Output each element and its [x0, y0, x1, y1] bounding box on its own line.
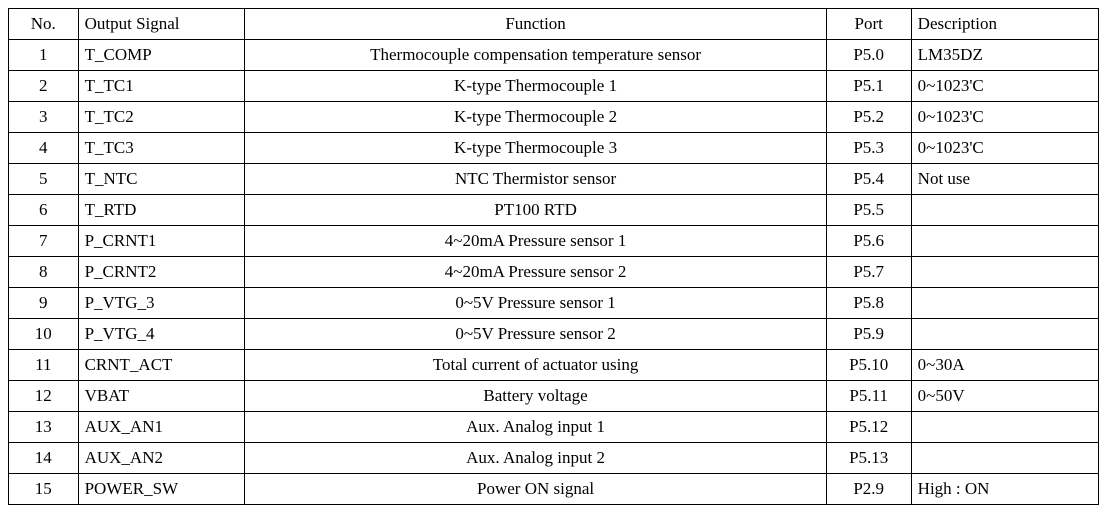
cell-signal: P_VTG_4 — [78, 319, 245, 350]
cell-port: P5.1 — [826, 71, 911, 102]
cell-no: 9 — [9, 288, 79, 319]
cell-signal: T_TC1 — [78, 71, 245, 102]
col-header-output-signal: Output Signal — [78, 9, 245, 40]
header-row: No. Output Signal Function Port Descript… — [9, 9, 1099, 40]
cell-port: P5.9 — [826, 319, 911, 350]
cell-signal: T_COMP — [78, 40, 245, 71]
cell-port: P5.5 — [826, 195, 911, 226]
col-header-no: No. — [9, 9, 79, 40]
table-row: 5T_NTCNTC Thermistor sensorP5.4Not use — [9, 164, 1099, 195]
cell-desc — [911, 319, 1098, 350]
cell-signal: T_TC3 — [78, 133, 245, 164]
cell-signal: P_CRNT1 — [78, 226, 245, 257]
cell-no: 8 — [9, 257, 79, 288]
cell-port: P5.10 — [826, 350, 911, 381]
cell-signal: CRNT_ACT — [78, 350, 245, 381]
cell-desc — [911, 412, 1098, 443]
cell-func: Total current of actuator using — [245, 350, 826, 381]
col-header-description: Description — [911, 9, 1098, 40]
table-row: 6T_RTDPT100 RTDP5.5 — [9, 195, 1099, 226]
cell-func: K-type Thermocouple 2 — [245, 102, 826, 133]
cell-port: P5.11 — [826, 381, 911, 412]
cell-port: P5.6 — [826, 226, 911, 257]
cell-func: 0~5V Pressure sensor 1 — [245, 288, 826, 319]
cell-desc — [911, 288, 1098, 319]
cell-func: K-type Thermocouple 3 — [245, 133, 826, 164]
cell-func: Power ON signal — [245, 474, 826, 505]
cell-func: 4~20mA Pressure sensor 1 — [245, 226, 826, 257]
table-row: 4T_TC3K-type Thermocouple 3P5.30~1023'C — [9, 133, 1099, 164]
cell-desc — [911, 226, 1098, 257]
cell-port: P5.3 — [826, 133, 911, 164]
cell-func: K-type Thermocouple 1 — [245, 71, 826, 102]
cell-func: Thermocouple compensation temperature se… — [245, 40, 826, 71]
cell-desc — [911, 443, 1098, 474]
table-row: 10P_VTG_40~5V Pressure sensor 2P5.9 — [9, 319, 1099, 350]
table-row: 13AUX_AN1Aux. Analog input 1P5.12 — [9, 412, 1099, 443]
cell-no: 10 — [9, 319, 79, 350]
cell-no: 1 — [9, 40, 79, 71]
cell-no: 6 — [9, 195, 79, 226]
table-row: 15POWER_SWPower ON signalP2.9High : ON — [9, 474, 1099, 505]
col-header-port: Port — [826, 9, 911, 40]
table-row: 8P_CRNT24~20mA Pressure sensor 2P5.7 — [9, 257, 1099, 288]
cell-signal: T_RTD — [78, 195, 245, 226]
table-body: 1T_COMPThermocouple compensation tempera… — [9, 40, 1099, 505]
cell-no: 5 — [9, 164, 79, 195]
table-row: 1T_COMPThermocouple compensation tempera… — [9, 40, 1099, 71]
table-row: 3T_TC2K-type Thermocouple 2P5.20~1023'C — [9, 102, 1099, 133]
table-row: 12VBATBattery voltageP5.110~50V — [9, 381, 1099, 412]
cell-func: NTC Thermistor sensor — [245, 164, 826, 195]
cell-func: 0~5V Pressure sensor 2 — [245, 319, 826, 350]
cell-desc — [911, 257, 1098, 288]
cell-desc: 0~1023'C — [911, 71, 1098, 102]
cell-func: Aux. Analog input 2 — [245, 443, 826, 474]
table-row: 7P_CRNT14~20mA Pressure sensor 1P5.6 — [9, 226, 1099, 257]
cell-port: P5.7 — [826, 257, 911, 288]
signal-table: No. Output Signal Function Port Descript… — [8, 8, 1099, 505]
cell-signal: AUX_AN2 — [78, 443, 245, 474]
cell-signal: P_CRNT2 — [78, 257, 245, 288]
cell-func: PT100 RTD — [245, 195, 826, 226]
cell-port: P2.9 — [826, 474, 911, 505]
cell-no: 11 — [9, 350, 79, 381]
cell-no: 4 — [9, 133, 79, 164]
cell-signal: T_NTC — [78, 164, 245, 195]
cell-signal: VBAT — [78, 381, 245, 412]
cell-no: 7 — [9, 226, 79, 257]
cell-signal: T_TC2 — [78, 102, 245, 133]
cell-port: P5.12 — [826, 412, 911, 443]
col-header-function: Function — [245, 9, 826, 40]
cell-desc: Not use — [911, 164, 1098, 195]
table-row: 14AUX_AN2Aux. Analog input 2P5.13 — [9, 443, 1099, 474]
table-row: 11CRNT_ACTTotal current of actuator usin… — [9, 350, 1099, 381]
cell-no: 12 — [9, 381, 79, 412]
cell-desc — [911, 195, 1098, 226]
cell-port: P5.4 — [826, 164, 911, 195]
cell-desc: 0~1023'C — [911, 133, 1098, 164]
cell-no: 3 — [9, 102, 79, 133]
cell-func: 4~20mA Pressure sensor 2 — [245, 257, 826, 288]
cell-func: Aux. Analog input 1 — [245, 412, 826, 443]
cell-port: P5.13 — [826, 443, 911, 474]
cell-no: 14 — [9, 443, 79, 474]
cell-no: 2 — [9, 71, 79, 102]
cell-desc: 0~50V — [911, 381, 1098, 412]
table-row: 9P_VTG_30~5V Pressure sensor 1P5.8 — [9, 288, 1099, 319]
cell-port: P5.2 — [826, 102, 911, 133]
cell-signal: POWER_SW — [78, 474, 245, 505]
cell-desc: 0~1023'C — [911, 102, 1098, 133]
cell-port: P5.0 — [826, 40, 911, 71]
cell-signal: AUX_AN1 — [78, 412, 245, 443]
cell-desc: 0~30A — [911, 350, 1098, 381]
cell-no: 13 — [9, 412, 79, 443]
cell-func: Battery voltage — [245, 381, 826, 412]
table-header: No. Output Signal Function Port Descript… — [9, 9, 1099, 40]
cell-signal: P_VTG_3 — [78, 288, 245, 319]
cell-no: 15 — [9, 474, 79, 505]
cell-port: P5.8 — [826, 288, 911, 319]
cell-desc: High : ON — [911, 474, 1098, 505]
cell-desc: LM35DZ — [911, 40, 1098, 71]
table-row: 2T_TC1K-type Thermocouple 1P5.10~1023'C — [9, 71, 1099, 102]
